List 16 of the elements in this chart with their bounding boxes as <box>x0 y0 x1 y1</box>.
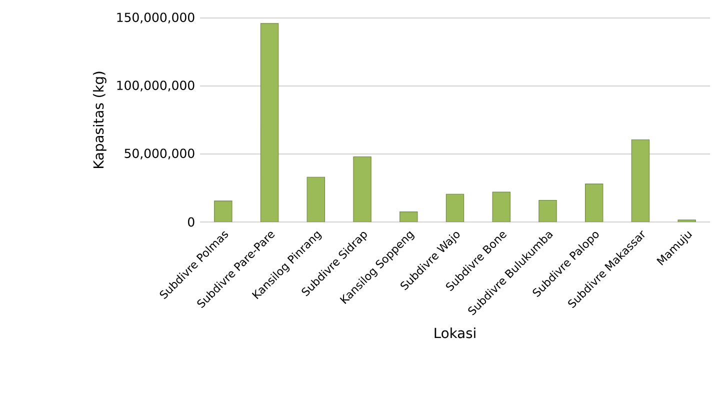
y-axis-title: Kapasitas (kg) <box>92 72 106 168</box>
y-tick-label: 50,000,000 <box>124 148 194 160</box>
bar <box>446 194 464 222</box>
bar <box>260 23 279 222</box>
bar <box>400 212 418 222</box>
bar <box>631 139 650 222</box>
bar <box>492 192 510 222</box>
bar <box>585 184 604 222</box>
bar <box>353 156 372 222</box>
y-tick-label: 0 <box>188 217 194 227</box>
bar <box>538 200 557 222</box>
bar <box>214 200 232 222</box>
y-tick-label: 100,000,000 <box>117 80 194 92</box>
x-axis-title: Lokasi <box>434 328 476 338</box>
bar <box>306 176 326 222</box>
y-tick-label: 150,000,000 <box>117 12 194 24</box>
